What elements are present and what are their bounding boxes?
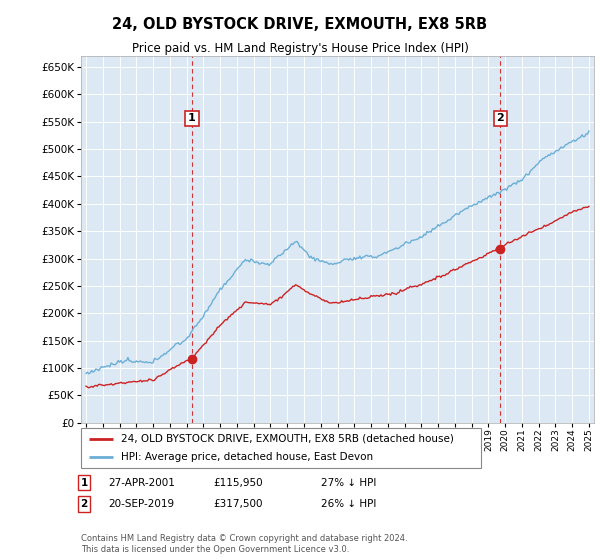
- Text: 26% ↓ HPI: 26% ↓ HPI: [321, 499, 376, 509]
- Text: This data is licensed under the Open Government Licence v3.0.: This data is licensed under the Open Gov…: [81, 545, 349, 554]
- Text: 2: 2: [497, 113, 505, 123]
- Text: Price paid vs. HM Land Registry's House Price Index (HPI): Price paid vs. HM Land Registry's House …: [131, 42, 469, 55]
- Text: 27-APR-2001: 27-APR-2001: [108, 478, 175, 488]
- Text: 27% ↓ HPI: 27% ↓ HPI: [321, 478, 376, 488]
- Text: 20-SEP-2019: 20-SEP-2019: [108, 499, 174, 509]
- Text: 2: 2: [80, 499, 88, 509]
- Text: 1: 1: [80, 478, 88, 488]
- Text: 24, OLD BYSTOCK DRIVE, EXMOUTH, EX8 5RB (detached house): 24, OLD BYSTOCK DRIVE, EXMOUTH, EX8 5RB …: [121, 434, 454, 444]
- Text: HPI: Average price, detached house, East Devon: HPI: Average price, detached house, East…: [121, 452, 373, 462]
- Text: Contains HM Land Registry data © Crown copyright and database right 2024.: Contains HM Land Registry data © Crown c…: [81, 534, 407, 543]
- Text: £115,950: £115,950: [213, 478, 263, 488]
- Text: 1: 1: [188, 113, 196, 123]
- Text: 24, OLD BYSTOCK DRIVE, EXMOUTH, EX8 5RB: 24, OLD BYSTOCK DRIVE, EXMOUTH, EX8 5RB: [112, 17, 488, 32]
- Text: £317,500: £317,500: [213, 499, 263, 509]
